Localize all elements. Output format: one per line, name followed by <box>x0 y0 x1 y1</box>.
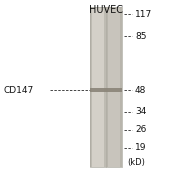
Bar <box>104 7 106 167</box>
Bar <box>120 7 122 167</box>
Bar <box>90 7 122 167</box>
Bar <box>90 88 122 92</box>
Text: 34: 34 <box>135 107 146 116</box>
Text: HUVEC: HUVEC <box>89 5 123 15</box>
Text: CD147: CD147 <box>4 86 34 94</box>
Text: (kD): (kD) <box>127 158 145 167</box>
Text: 85: 85 <box>135 31 147 40</box>
Text: 48: 48 <box>135 86 146 94</box>
Text: 19: 19 <box>135 143 147 152</box>
Bar <box>106 7 122 167</box>
Bar <box>106 7 108 167</box>
Bar <box>90 7 106 167</box>
Text: 117: 117 <box>135 10 152 19</box>
Text: 26: 26 <box>135 125 146 134</box>
Bar <box>90 7 92 167</box>
